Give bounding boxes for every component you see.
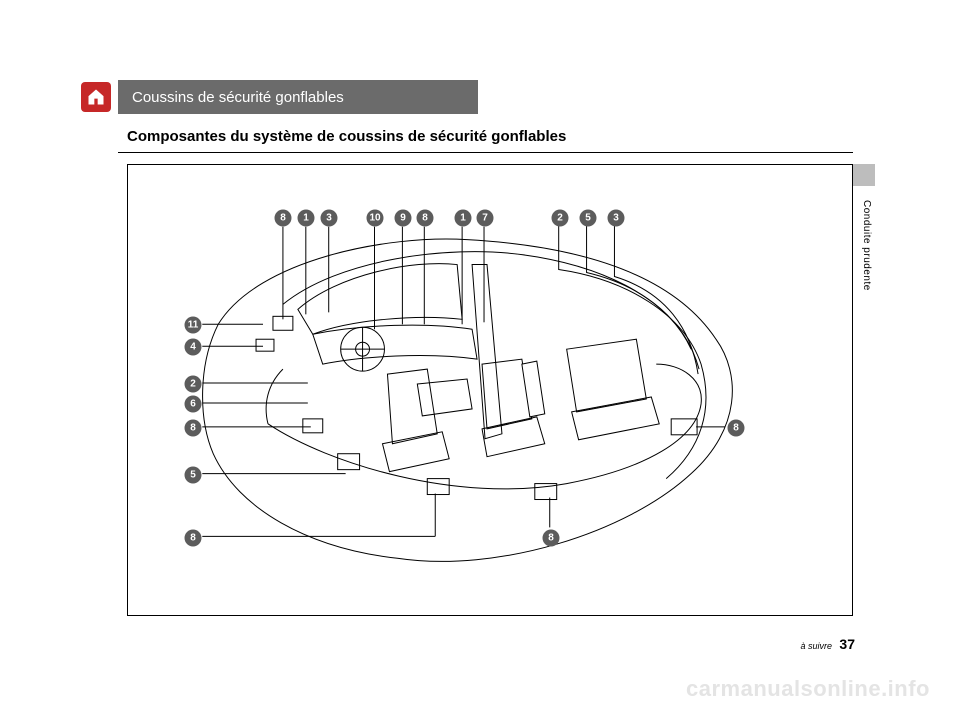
- callout-7: 7: [477, 210, 494, 227]
- chapter-title-bar: Coussins de sécurité gonflables: [118, 80, 478, 114]
- callout-10: 10: [367, 210, 384, 227]
- figure-airbag-diagram: 8131098172531142685888: [127, 164, 853, 616]
- section-subtitle: Composantes du système de coussins de sé…: [127, 128, 566, 145]
- car-cutaway-svg: [128, 165, 852, 615]
- continued-label: à suivre: [800, 641, 832, 651]
- section-tab: [853, 164, 875, 186]
- home-icon[interactable]: [81, 82, 111, 112]
- page-number: 37: [839, 636, 855, 652]
- callout-11: 11: [185, 317, 202, 334]
- callout-3: 3: [608, 210, 625, 227]
- callout-8: 8: [185, 530, 202, 547]
- callout-4: 4: [185, 339, 202, 356]
- callout-9: 9: [395, 210, 412, 227]
- callout-8: 8: [417, 210, 434, 227]
- section-side-label: Conduite prudente: [861, 200, 872, 291]
- callout-1: 1: [298, 210, 315, 227]
- callout-6: 6: [185, 396, 202, 413]
- house-icon: [86, 87, 106, 107]
- callout-2: 2: [552, 210, 569, 227]
- callout-8: 8: [543, 530, 560, 547]
- divider: [118, 152, 853, 153]
- callout-8: 8: [275, 210, 292, 227]
- chapter-title: Coussins de sécurité gonflables: [132, 89, 344, 106]
- watermark: carmanualsonline.info: [686, 676, 930, 702]
- callout-5: 5: [185, 467, 202, 484]
- callout-8: 8: [728, 420, 745, 437]
- callout-2: 2: [185, 376, 202, 393]
- callout-5: 5: [580, 210, 597, 227]
- callout-1: 1: [455, 210, 472, 227]
- callout-8: 8: [185, 420, 202, 437]
- callout-3: 3: [321, 210, 338, 227]
